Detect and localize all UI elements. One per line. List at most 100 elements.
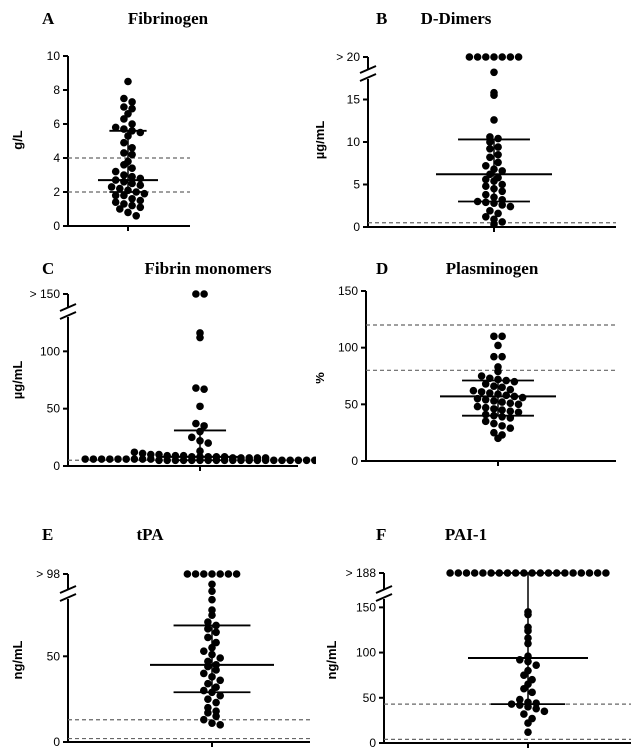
panel-b-data-point xyxy=(498,187,506,196)
panel-a-svg: A Fibrinogen g/L 0 2 4 6 8 10 xyxy=(10,9,209,233)
panel-a-data-point xyxy=(136,196,145,205)
panel-e-ytick-label: > 98 xyxy=(36,567,60,581)
panel-c-data-point xyxy=(294,456,303,465)
panel-a-data-point xyxy=(136,203,145,212)
panel-c-data-point xyxy=(97,455,106,463)
panel-d-data-point xyxy=(494,341,502,350)
panel-a-data-point xyxy=(128,98,136,106)
panel-e-data-point xyxy=(208,580,216,589)
panel-a-data-point xyxy=(128,179,136,188)
panel-d-data-point xyxy=(498,398,506,406)
panel-c-letter: C xyxy=(42,259,54,278)
panel-e-data-point xyxy=(212,628,220,637)
panel-f-data-point xyxy=(520,684,528,693)
panel-d-data-point xyxy=(498,332,506,341)
panel-f-data-point xyxy=(516,701,524,709)
panel-c-data-point xyxy=(200,422,208,430)
panel-f-title: PAI-1 xyxy=(445,525,487,544)
panel-d-data-point xyxy=(481,380,490,388)
panel-b-data-point xyxy=(498,180,506,189)
panel-e-break-mark xyxy=(59,593,77,602)
panel-a-data-point xyxy=(128,164,136,172)
panel-f-data-point xyxy=(540,707,549,716)
panel-c-ytick-label: > 150 xyxy=(30,287,61,301)
panel-a-data-point xyxy=(111,123,120,132)
panel-c: C Fibrin monomers µg/mL 0 50 100 > 150 xyxy=(0,250,319,490)
panel-c-data-point xyxy=(89,455,98,463)
panel-e-data-point xyxy=(212,683,220,691)
panel-f-data-point xyxy=(602,569,610,577)
panel-c-data-point xyxy=(253,456,262,465)
panel-d-ytick-label: 150 xyxy=(338,284,358,298)
panel-f-ylabel: ng/mL xyxy=(324,640,339,679)
panel-a-data-point xyxy=(120,103,128,111)
panel-d-ytick-label: 100 xyxy=(338,341,358,355)
panel-b-data-point xyxy=(490,91,498,100)
panel-c-data-point xyxy=(302,456,311,465)
panel-c-data-point xyxy=(196,402,204,411)
panel-d: D Plasminogen% 0 50 100 150 xyxy=(312,250,631,490)
panel-d-data-point xyxy=(473,402,482,411)
panel-d-data-point xyxy=(510,377,519,386)
panel-b-data-point xyxy=(498,218,506,226)
panel-a-data-point xyxy=(111,198,120,206)
panel-d-data-point xyxy=(502,391,510,400)
panel-f-data-point xyxy=(470,569,479,577)
panel-f-data-point xyxy=(520,671,528,679)
panel-c-title: Fibrin monomers xyxy=(144,259,271,278)
panel-f-svg: F PAI-1 ng/mL 0 50 100 150 > 188 xyxy=(324,525,631,750)
panel-c-break-mark xyxy=(59,303,77,312)
panel-e-data-point xyxy=(200,686,208,695)
panel-c-data-point xyxy=(192,290,200,298)
panel-b-svg: B D-Dimers µg/mL 0 5 10 15 > 20 xyxy=(312,9,616,234)
panel-b-ytick-label: 15 xyxy=(347,93,361,107)
panel-e-data-point xyxy=(208,595,216,604)
panel-c-data-point xyxy=(81,455,89,463)
panel-b-data-point xyxy=(490,220,498,229)
panel-f-data-point xyxy=(516,695,524,704)
panel-e-data-point xyxy=(191,570,200,578)
panel-a-data-point xyxy=(136,181,145,189)
panel-c-data-point xyxy=(200,385,208,393)
panel-f-data-point xyxy=(593,569,602,577)
panel-e-data-point xyxy=(200,570,208,578)
panel-e-data-point xyxy=(204,633,212,642)
panel-d-data-point xyxy=(506,424,515,432)
panel-d-svg: D Plasminogen% 0 50 100 150 xyxy=(312,259,616,468)
panel-f-break-mark xyxy=(375,593,393,602)
panel-d-data-point xyxy=(506,407,515,415)
panel-c-data-point xyxy=(204,439,212,447)
panel-e-title: tPA xyxy=(136,525,164,544)
panel-e-data-point xyxy=(183,570,192,578)
panel-d-data-point xyxy=(477,372,486,380)
panel-c-data-point xyxy=(163,456,171,465)
panel-d-data-point xyxy=(518,393,527,402)
panel-a-letter: A xyxy=(42,9,55,28)
panel-d-data-point xyxy=(498,352,506,361)
panel-a-ytick-label: 6 xyxy=(53,117,60,131)
panel-c-data-point xyxy=(200,290,208,298)
panel-f-break-mark xyxy=(375,585,393,594)
panel-f-data-point xyxy=(577,569,586,577)
panel-d-data-point xyxy=(469,386,478,395)
panel-e-ylabel: ng/mL xyxy=(10,640,25,679)
panel-e-data-point xyxy=(224,570,233,578)
panel-c-ylabel: µg/mL xyxy=(10,361,25,400)
panel-c-ytick-label: 0 xyxy=(53,459,60,473)
panel-a-ylabel: g/L xyxy=(10,130,25,150)
panel-f-data-point xyxy=(524,719,532,727)
panel-b-data-point xyxy=(494,143,502,151)
panel-d-data-point xyxy=(514,400,523,409)
panel-e-data-point xyxy=(212,698,220,707)
panel-a-data-point xyxy=(107,183,116,191)
panel-f-data-point xyxy=(446,569,454,577)
panel-e-data-point xyxy=(216,570,224,578)
panel-d-data-point xyxy=(490,332,498,341)
panel-b-data-point xyxy=(490,68,498,77)
panel-c-data-point xyxy=(122,455,130,463)
panel-a-data-point xyxy=(120,138,128,147)
panel-a-data-point xyxy=(120,115,128,123)
panel-f-data-point xyxy=(569,569,577,577)
panel-b-ytick-label: 10 xyxy=(347,135,361,149)
panel-b-break-mark xyxy=(359,65,377,74)
